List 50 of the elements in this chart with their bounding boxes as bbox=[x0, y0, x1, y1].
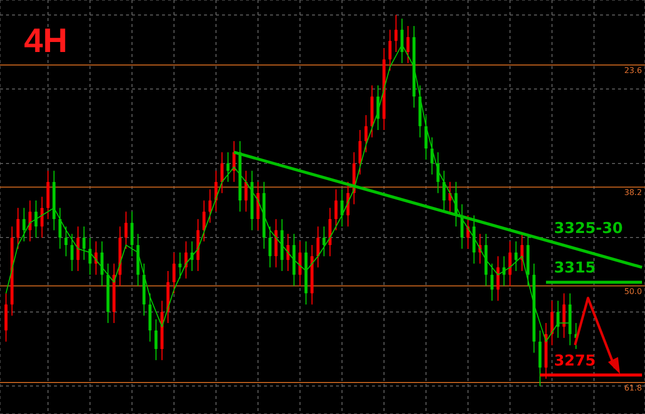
annotation: 23.6 bbox=[624, 66, 642, 76]
candlestick bbox=[334, 188, 338, 231]
annotation: 38.2 bbox=[624, 188, 642, 198]
candlestick bbox=[346, 181, 350, 227]
candlestick bbox=[322, 226, 326, 257]
candlestick bbox=[358, 129, 362, 176]
candlestick bbox=[64, 226, 68, 257]
series-label: 3315 bbox=[554, 258, 596, 277]
candlestick bbox=[298, 240, 302, 286]
candlestick bbox=[496, 256, 500, 302]
chart-title: 4H bbox=[24, 22, 68, 61]
candlestick bbox=[124, 211, 128, 250]
candlestick bbox=[424, 114, 428, 160]
candlestick bbox=[34, 200, 38, 238]
candlestick bbox=[130, 211, 134, 257]
candlestick bbox=[514, 240, 518, 272]
candlestick bbox=[154, 318, 158, 361]
candlestick bbox=[490, 263, 494, 302]
candlestick bbox=[226, 152, 230, 182]
candlestick bbox=[28, 200, 32, 242]
candlestick bbox=[100, 240, 104, 286]
candlestick bbox=[364, 114, 368, 153]
candlestick bbox=[388, 29, 392, 72]
candlestick bbox=[82, 226, 86, 260]
candlestick bbox=[508, 240, 512, 286]
candlestick bbox=[286, 233, 290, 272]
candlestick bbox=[16, 207, 20, 250]
candlestick bbox=[340, 188, 344, 227]
series-label: 3325-30 bbox=[554, 218, 623, 237]
annotation: 61.8 bbox=[624, 384, 642, 393]
candlestick bbox=[58, 207, 62, 250]
candlestick bbox=[406, 25, 410, 64]
candlestick bbox=[244, 170, 248, 212]
candlestick bbox=[220, 152, 224, 194]
candlestick bbox=[550, 300, 554, 346]
candlestick bbox=[22, 207, 26, 242]
candlestick bbox=[178, 252, 182, 279]
candlestick bbox=[202, 200, 206, 242]
candlestick bbox=[40, 196, 44, 238]
candlestick bbox=[172, 252, 176, 294]
candlestick bbox=[76, 226, 80, 272]
annotation: 50.0 bbox=[624, 286, 642, 296]
candlestick bbox=[394, 14, 398, 52]
candlestick bbox=[208, 188, 212, 224]
series-label: 3275 bbox=[554, 351, 596, 370]
candlestick bbox=[70, 233, 74, 272]
candlestick bbox=[268, 226, 272, 268]
candlestick bbox=[316, 226, 320, 268]
candlestick bbox=[562, 292, 566, 338]
candlestick bbox=[442, 170, 446, 212]
